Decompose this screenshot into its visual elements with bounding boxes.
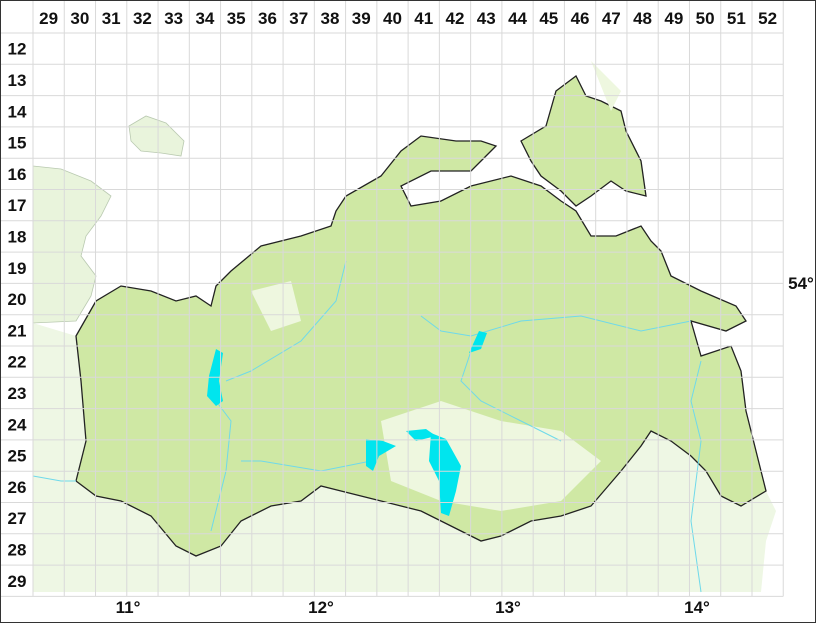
column-label: 52 <box>758 9 777 28</box>
column-label: 49 <box>664 9 683 28</box>
row-label: 15 <box>8 134 27 153</box>
row-label: 24 <box>8 415 27 434</box>
row-label: 26 <box>8 478 27 497</box>
forest-patch <box>381 401 601 511</box>
row-label: 19 <box>8 259 27 278</box>
row-labels: 12 13 14 15 16 17 18 19 20 21 22 23 24 25 26 27 28 29 <box>8 40 27 591</box>
column-label: 31 <box>102 9 121 28</box>
southern-land <box>33 323 776 592</box>
column-label: 36 <box>258 9 277 28</box>
longitude-label: 12° <box>308 598 334 617</box>
row-label: 16 <box>8 165 27 184</box>
river <box>210 400 232 532</box>
longitude-label: 11° <box>116 598 141 617</box>
column-label: 38 <box>321 9 340 28</box>
column-label: 50 <box>696 9 715 28</box>
row-label: 25 <box>8 447 27 466</box>
river <box>225 260 347 382</box>
row-label: 29 <box>8 572 27 591</box>
column-label: 40 <box>383 9 402 28</box>
forest-patch <box>251 281 301 331</box>
column-label: 35 <box>227 9 246 28</box>
row-label: 21 <box>8 321 27 340</box>
column-label: 46 <box>571 9 590 28</box>
latitude-label: 54° <box>788 274 814 293</box>
column-label: 44 <box>508 9 527 28</box>
lake-kummerow <box>469 331 487 353</box>
grid-lines <box>1 1 784 597</box>
river <box>460 350 562 442</box>
lake-fleesensee <box>406 429 436 441</box>
row-label: 28 <box>8 540 27 559</box>
column-label: 39 <box>352 9 371 28</box>
river <box>32 475 76 482</box>
column-labels: 29 30 31 32 33 34 35 36 37 38 39 40 41 42 43 44 45 46 47 48… <box>39 9 777 28</box>
forest-patch <box>591 61 621 111</box>
river <box>690 360 702 593</box>
column-label: 37 <box>289 9 308 28</box>
row-label: 18 <box>8 227 27 246</box>
row-label: 27 <box>8 509 27 528</box>
longitude-label: 13° <box>495 598 521 617</box>
column-label: 43 <box>477 9 496 28</box>
longitude-label: 14° <box>684 598 710 617</box>
column-label: 48 <box>633 9 652 28</box>
lake-mueritz <box>429 433 461 516</box>
column-label: 42 <box>446 9 465 28</box>
column-label: 33 <box>164 9 183 28</box>
rivers <box>32 260 702 593</box>
column-label: 29 <box>39 9 58 28</box>
column-label: 41 <box>414 9 433 28</box>
column-label: 47 <box>602 9 621 28</box>
row-label: 20 <box>8 290 27 309</box>
lake-plau <box>366 439 396 471</box>
row-label: 14 <box>8 102 27 121</box>
river <box>420 315 692 337</box>
column-label: 32 <box>133 9 152 28</box>
lighter-patches <box>251 61 621 511</box>
column-label: 30 <box>70 9 89 28</box>
row-label: 23 <box>8 384 27 403</box>
row-label: 22 <box>8 353 27 372</box>
column-label: 34 <box>195 9 214 28</box>
column-label: 45 <box>539 9 558 28</box>
fehmarn-island <box>128 115 185 157</box>
ruegen-island <box>520 75 647 207</box>
row-label: 13 <box>8 71 27 90</box>
row-label: 17 <box>8 196 27 215</box>
row-label: 12 <box>8 40 27 59</box>
column-label: 51 <box>727 9 746 28</box>
